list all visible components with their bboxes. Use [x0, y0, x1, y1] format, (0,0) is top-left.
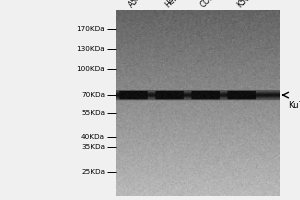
- Text: 170KDa: 170KDa: [76, 26, 105, 32]
- Text: 35KDa: 35KDa: [81, 144, 105, 150]
- Text: Ku70: Ku70: [288, 101, 300, 110]
- Text: 130KDa: 130KDa: [76, 46, 105, 52]
- Text: 25KDa: 25KDa: [81, 169, 105, 175]
- Text: 55KDa: 55KDa: [81, 110, 105, 116]
- Text: 70KDa: 70KDa: [81, 92, 105, 98]
- Text: Hela: Hela: [163, 0, 182, 9]
- Text: A549: A549: [127, 0, 148, 9]
- Text: COS7: COS7: [199, 0, 220, 9]
- Text: 100KDa: 100KDa: [76, 66, 105, 72]
- Text: K562: K562: [235, 0, 255, 9]
- Text: 40KDa: 40KDa: [81, 134, 105, 140]
